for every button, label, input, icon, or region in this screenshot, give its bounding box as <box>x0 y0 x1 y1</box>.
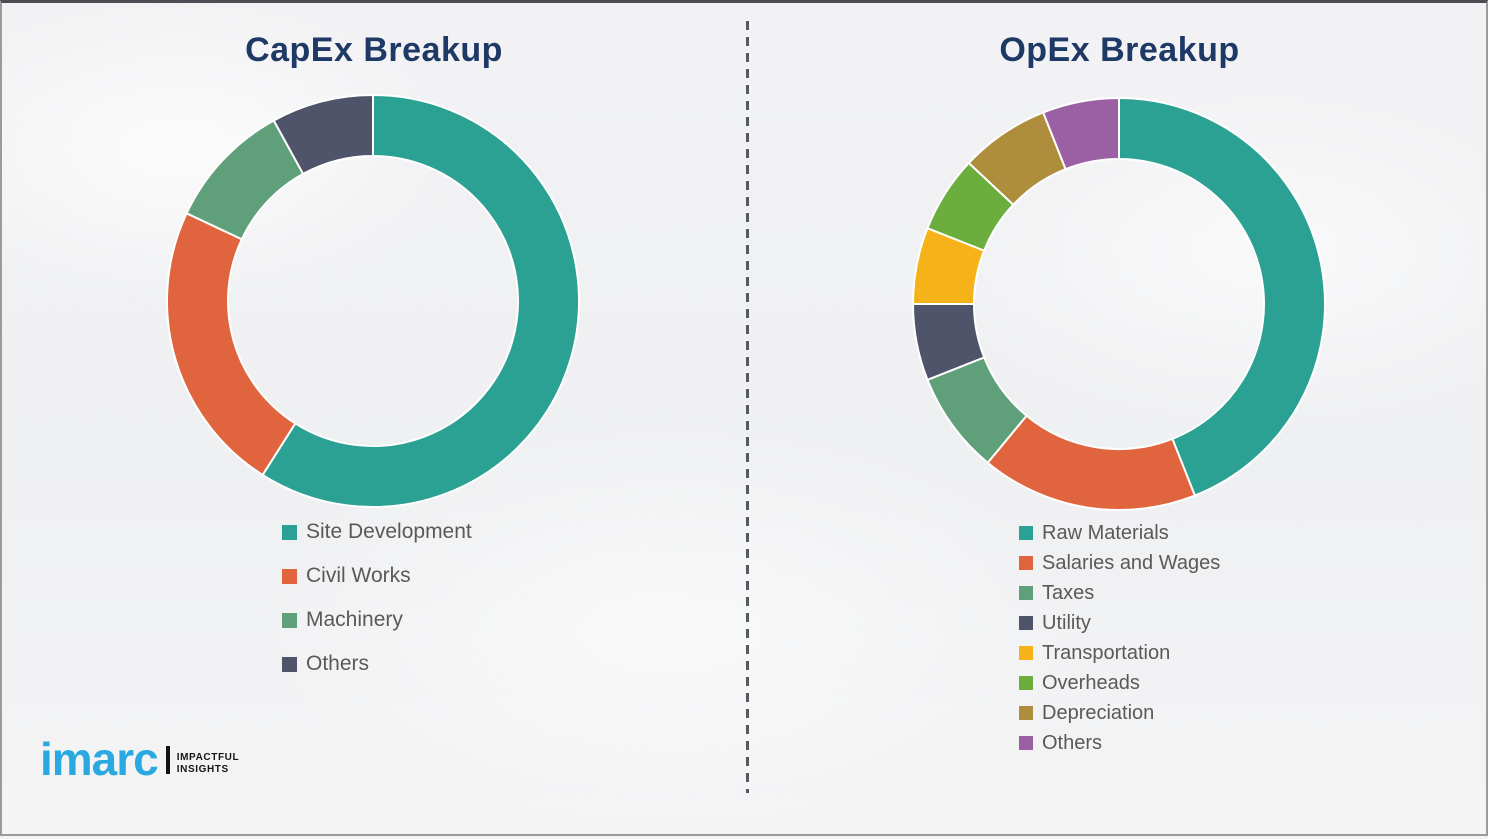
legend-item-site-development: Site Development <box>282 510 472 554</box>
legend-label: Overheads <box>1042 671 1140 694</box>
legend-swatch-depreciation <box>1019 706 1033 720</box>
donut-segment-others <box>272 93 374 176</box>
legend-swatch-taxes <box>1019 586 1033 600</box>
legend-label: Salaries and Wages <box>1042 551 1221 574</box>
legend-swatch-utility <box>1019 616 1033 630</box>
donut-segment-others <box>1041 96 1120 171</box>
legend-label: Depreciation <box>1042 701 1155 724</box>
legend-label: Civil Works <box>306 564 411 587</box>
legend-label: Machinery <box>306 608 403 631</box>
legend-swatch-others <box>1019 736 1033 750</box>
capex-panel: CapEx Breakup Site Development Civil Work… <box>2 3 746 839</box>
legend-item-others: Others <box>1019 728 1220 758</box>
legend-item-civil-works: Civil Works <box>282 554 472 598</box>
legend-swatch-civil-works <box>282 568 297 584</box>
opex-donut-chart <box>911 96 1326 511</box>
logo-tagline-line1: IMPACTFUL <box>176 752 240 764</box>
donut-segment-civil-works <box>166 211 297 477</box>
capex-chart-title: CapEx Breakup <box>245 31 503 69</box>
opex-chart-title: OpEx Breakup <box>999 31 1240 69</box>
legend-swatch-site-development <box>282 524 297 540</box>
imarc-logo: imarc IMPACTFUL INSIGHTS <box>40 733 239 785</box>
legend-item-taxes: Taxes <box>1019 578 1220 608</box>
donut-segment-raw-materials <box>1118 96 1326 497</box>
legend-item-transportation: Transportation <box>1019 638 1220 668</box>
legend-item-machinery: Machinery <box>282 598 472 642</box>
donut-segment-salaries-and-wages <box>986 414 1197 511</box>
legend-item-overheads: Overheads <box>1019 668 1220 698</box>
opex-legend: Raw Materials Salaries and Wages Taxes Util… <box>1019 518 1220 758</box>
legend-label: Site Development <box>306 520 472 543</box>
legend-label: Utility <box>1042 611 1091 634</box>
legend-swatch-salaries-and-wages <box>1019 556 1033 570</box>
legend-item-depreciation: Depreciation <box>1019 698 1220 728</box>
opex-panel: OpEx Breakup Raw Materials Salaries and W… <box>749 3 1488 839</box>
legend-label: Others <box>306 652 370 675</box>
donut-segment-site-development <box>261 93 580 508</box>
legend-item-others: Others <box>282 642 472 686</box>
imarc-logo-wordmark: imarc <box>40 733 159 785</box>
legend-label: Raw Materials <box>1042 521 1169 544</box>
logo-tagline-line2: INSIGHTS <box>176 763 229 775</box>
legend-item-utility: Utility <box>1019 608 1220 638</box>
legend-swatch-overheads <box>1019 676 1033 690</box>
legend-swatch-transportation <box>1019 646 1033 660</box>
legend-item-salaries-and-wages: Salaries and Wages <box>1019 548 1220 578</box>
legend-swatch-machinery <box>282 612 297 628</box>
logo-tagline: IMPACTFUL INSIGHTS <box>177 752 239 780</box>
vertical-dashed-divider <box>746 21 749 793</box>
capex-donut-chart <box>166 93 580 508</box>
legend-swatch-others <box>282 656 297 672</box>
legend-label: Others <box>1042 731 1103 754</box>
legend-label: Taxes <box>1042 581 1095 604</box>
logo-divider-bar <box>165 746 170 775</box>
legend-swatch-raw-materials <box>1019 526 1033 540</box>
capex-legend: Site Development Civil Works Machinery Othe… <box>282 510 472 686</box>
legend-item-raw-materials: Raw Materials <box>1019 518 1220 548</box>
legend-label: Transportation <box>1042 641 1171 664</box>
